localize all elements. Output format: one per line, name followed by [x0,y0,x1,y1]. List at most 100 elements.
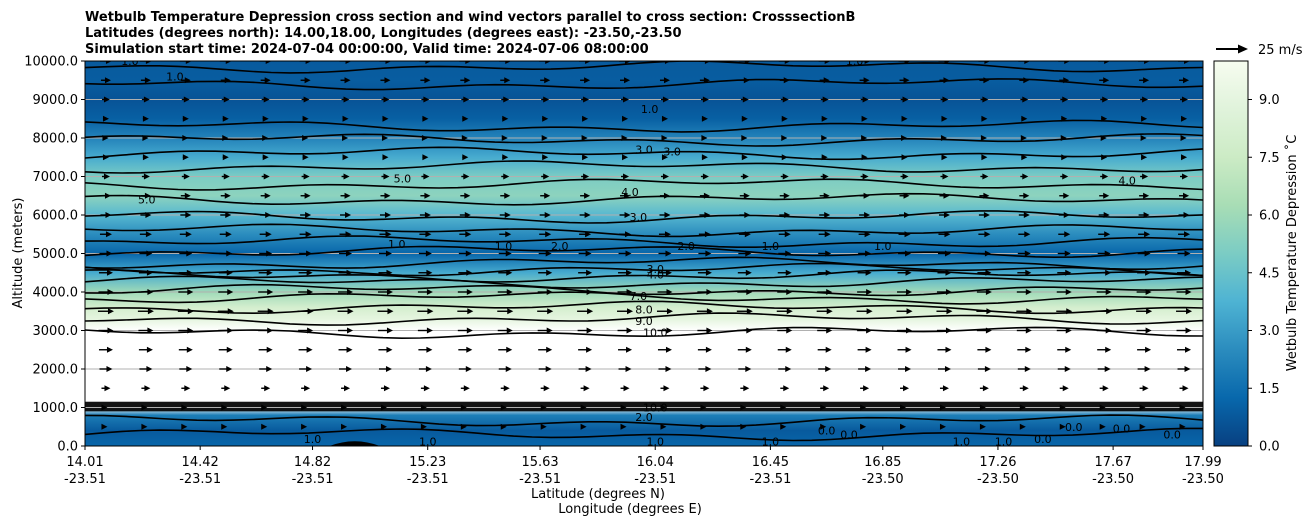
contour-line-10 [85,256,1203,270]
wind-head-1-9 [464,77,471,84]
wind-head-17-27 [1182,385,1189,392]
wind-head-5-14 [661,154,668,161]
wind-head-4-12 [581,135,588,141]
wind-head-6-25 [1102,173,1109,180]
wind-head-8-26 [1143,212,1150,218]
wind-head-14-6 [347,327,354,334]
wind-head-0-15 [704,61,711,64]
wind-head-1-4 [264,77,271,84]
wind-head-4-10 [501,135,508,141]
wind-head-3-27 [1181,115,1188,122]
wind-head-11-19 [865,269,872,276]
wind-head-19-21 [939,423,946,430]
terrain-bump [329,441,380,446]
wind-head-3-7 [382,115,389,122]
wind-head-6-17 [782,173,789,180]
x-tick-lon-1: -23.51 [179,472,221,487]
contour-line-21 [85,78,1203,91]
wind-head-6-9 [463,173,470,180]
wind-head-11-17 [785,269,792,276]
wind-head-7-5 [304,192,311,199]
wind-head-17-8 [423,385,430,392]
wind-head-1-22 [983,77,990,84]
wind-head-19-20 [900,423,907,430]
wind-head-12-23 [1025,289,1032,295]
wind-head-0-16 [744,61,751,64]
wind-head-6-10 [503,173,510,180]
wind-head-9-23 [1024,231,1031,238]
wind-head-8-25 [1103,212,1110,218]
wind-head-19-9 [460,423,467,430]
contour-label-19: 7.0 [630,290,648,303]
wind-head-12-2 [187,289,194,295]
wind-head-1-18 [823,77,830,84]
y-tick-label-1: 1000.0 [33,401,79,416]
wind-head-3-18 [821,115,828,122]
wind-head-13-13 [627,308,634,315]
wind-head-4-14 [661,135,668,141]
wind-head-0-6 [345,61,352,64]
wind-head-2-16 [742,96,749,103]
x-tick-lon-7: -23.50 [862,472,904,487]
wind-head-2-9 [463,96,470,103]
wind-head-2-4 [263,96,270,103]
colorbar-tick-label-3: 4.5 [1259,266,1280,281]
wind-head-12-3 [227,289,234,295]
wind-head-16-15 [705,366,712,372]
wind-head-2-13 [623,96,630,103]
contour-line-1 [85,414,1203,428]
quiver-key-label: 25 m/s [1258,43,1303,58]
wind-head-16-7 [385,366,392,372]
wind-head-19-15 [700,423,707,430]
contour-line-20 [85,119,1203,133]
wind-head-11-12 [586,269,593,276]
contour-label-3: 4.0 [621,186,639,199]
wind-head-7-18 [823,192,830,199]
wind-head-10-5 [306,250,313,257]
wind-head-10-16 [745,250,752,257]
wind-head-16-20 [905,366,912,372]
wind-head-6-7 [383,173,390,180]
wind-head-19-24 [1059,423,1066,430]
contour-label-9: 1.0 [495,240,513,253]
wind-head-1-25 [1103,77,1110,84]
contour-label-8: 1.0 [388,238,406,251]
wind-head-11-5 [306,269,313,276]
wind-head-3-6 [342,115,349,122]
wind-head-14-1 [147,327,154,334]
wind-head-16-10 [505,366,512,372]
wind-head-7-11 [544,192,551,199]
colorbar-tick-label-6: 9.0 [1259,93,1280,108]
wind-head-19-14 [660,423,667,430]
wind-head-18-2 [181,404,188,411]
wind-head-7-7 [384,192,391,199]
wind-head-3-0 [102,115,109,122]
wind-head-8-11 [544,212,551,218]
wind-head-16-17 [785,366,792,372]
wind-head-6-27 [1182,173,1189,180]
wind-head-16-11 [545,366,552,372]
wind-head-15-10 [506,346,513,353]
wind-head-3-14 [661,115,668,122]
wind-head-9-14 [664,231,671,238]
wind-head-10-7 [385,250,392,257]
wind-head-12-25 [1105,289,1112,295]
wind-head-6-13 [623,173,630,180]
wind-head-14-24 [1065,327,1072,334]
wind-head-10-6 [346,250,353,257]
wind-head-18-21 [939,404,946,411]
wind-head-15-12 [586,346,593,353]
wind-head-18-12 [580,404,587,411]
wind-head-17-9 [463,385,470,392]
wind-head-9-6 [345,231,352,238]
wind-head-11-20 [905,269,912,276]
wind-head-14-18 [826,327,833,334]
wind-head-8-2 [185,212,192,218]
wind-head-13-24 [1066,308,1073,315]
wind-head-1-10 [504,77,511,84]
wind-head-8-18 [824,212,831,218]
contour-line-7 [85,275,1203,289]
wind-head-10-1 [146,250,153,257]
wind-head-7-15 [703,192,710,199]
wind-head-5-15 [701,154,708,161]
